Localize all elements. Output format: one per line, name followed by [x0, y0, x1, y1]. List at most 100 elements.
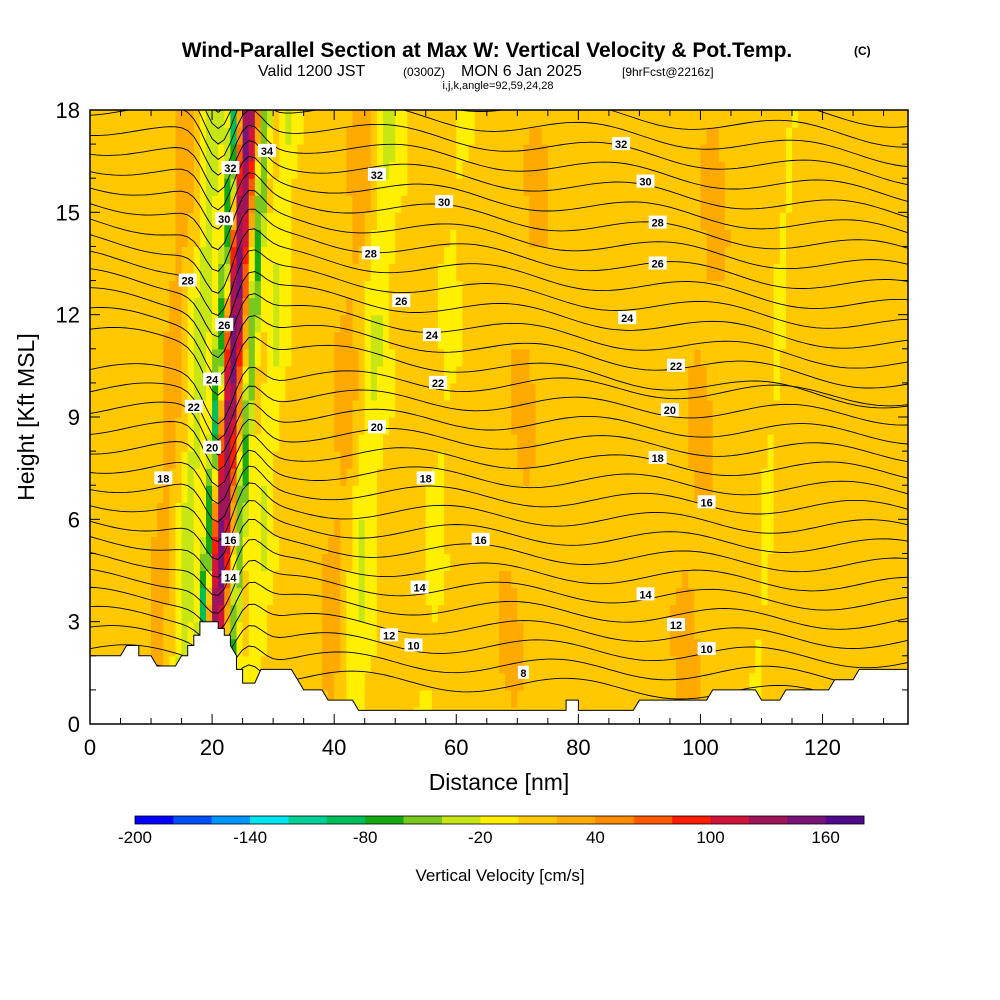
velocity-cell: [645, 382, 653, 401]
velocity-cell: [877, 519, 885, 537]
velocity-cell: [474, 382, 482, 401]
velocity-cell: [737, 161, 744, 179]
velocity-cell: [90, 382, 97, 401]
velocity-cell: [450, 485, 457, 503]
velocity-cell: [102, 553, 109, 572]
velocity-cell: [853, 263, 860, 282]
velocity-cell: [657, 331, 665, 350]
velocity-cell: [566, 468, 573, 486]
velocity-cell: [718, 502, 726, 520]
velocity-cell: [187, 110, 195, 128]
velocity-cell: [175, 468, 183, 486]
velocity-cell: [749, 655, 756, 674]
velocity-cell: [810, 212, 818, 230]
velocity-cell: [151, 434, 158, 452]
velocity-cell: [407, 178, 415, 196]
velocity-cell: [761, 348, 769, 367]
velocity-cell: [694, 382, 702, 401]
velocity-cell: [877, 587, 885, 606]
velocity-cell: [254, 434, 262, 452]
velocity-cell: [541, 621, 549, 640]
velocity-cell: [657, 280, 665, 299]
velocity-cell: [584, 621, 592, 640]
velocity-cell: [431, 110, 439, 128]
velocity-cell: [816, 212, 824, 230]
velocity-cell: [315, 127, 323, 145]
velocity-cell: [706, 127, 714, 145]
contour-label: 34: [258, 143, 276, 158]
velocity-cell: [798, 195, 805, 213]
y-tick-label: 12: [56, 303, 80, 328]
velocity-cell: [535, 553, 543, 572]
velocity-cell: [114, 178, 122, 196]
velocity-cell: [102, 365, 109, 384]
velocity-cell: [517, 280, 525, 299]
velocity-cell: [90, 570, 97, 589]
velocity-cell: [633, 195, 640, 213]
velocity-cell: [352, 280, 360, 299]
velocity-cell: [260, 587, 268, 606]
velocity-cell: [144, 536, 152, 555]
velocity-cell: [102, 519, 109, 537]
velocity-cell: [114, 485, 122, 503]
velocity-cell: [761, 314, 769, 333]
velocity-cell: [328, 399, 335, 418]
velocity-cell: [212, 348, 219, 367]
velocity-cell: [810, 144, 818, 162]
velocity-cell: [450, 689, 457, 708]
velocity-cell: [376, 127, 384, 145]
velocity-cell: [614, 587, 622, 606]
velocity-cell: [505, 246, 512, 265]
velocity-cell: [859, 365, 866, 384]
velocity-cell: [895, 195, 903, 213]
velocity-cell: [578, 519, 586, 537]
velocity-cell: [669, 365, 677, 384]
velocity-cell: [828, 263, 836, 282]
velocity-cell: [682, 161, 689, 179]
velocity-cell: [205, 297, 213, 316]
velocity-cell: [144, 229, 152, 248]
velocity-cell: [193, 434, 201, 452]
velocity-cell: [364, 485, 372, 503]
velocity-cell: [102, 399, 109, 418]
velocity-cell: [700, 110, 708, 128]
velocity-cell: [401, 144, 409, 162]
velocity-cell: [175, 485, 183, 503]
velocity-cell: [462, 399, 470, 418]
velocity-cell: [144, 570, 152, 589]
x-tick-label: 20: [200, 735, 224, 760]
velocity-cell: [871, 451, 879, 469]
velocity-cell: [871, 536, 879, 555]
velocity-cell: [682, 399, 689, 418]
velocity-cell: [578, 468, 586, 486]
velocity-cell: [364, 638, 372, 657]
velocity-cell: [157, 485, 164, 503]
velocity-cell: [96, 638, 103, 657]
velocity-cell: [737, 536, 744, 555]
velocity-cell: [480, 195, 488, 213]
velocity-cell: [688, 587, 695, 606]
velocity-cell: [376, 570, 384, 589]
velocity-cell: [871, 655, 879, 674]
velocity-cell: [456, 229, 463, 248]
velocity-cell: [364, 399, 372, 418]
velocity-cell: [724, 587, 732, 606]
velocity-cell: [352, 434, 360, 452]
velocity-cell: [346, 417, 354, 435]
velocity-cell: [132, 331, 140, 350]
velocity-cell: [785, 127, 793, 145]
velocity-cell: [669, 604, 677, 623]
velocity-cell: [96, 587, 103, 606]
velocity-cell: [151, 195, 158, 213]
velocity-cell: [859, 570, 866, 589]
velocity-cell: [505, 365, 512, 384]
velocity-cell: [596, 195, 604, 213]
velocity-cell: [492, 365, 500, 384]
velocity-cell: [761, 280, 769, 299]
velocity-cell: [798, 331, 805, 350]
velocity-cell: [151, 297, 158, 316]
velocity-cell: [151, 604, 158, 623]
velocity-cell: [877, 110, 885, 128]
velocity-cell: [560, 434, 567, 452]
velocity-cell: [315, 382, 323, 401]
